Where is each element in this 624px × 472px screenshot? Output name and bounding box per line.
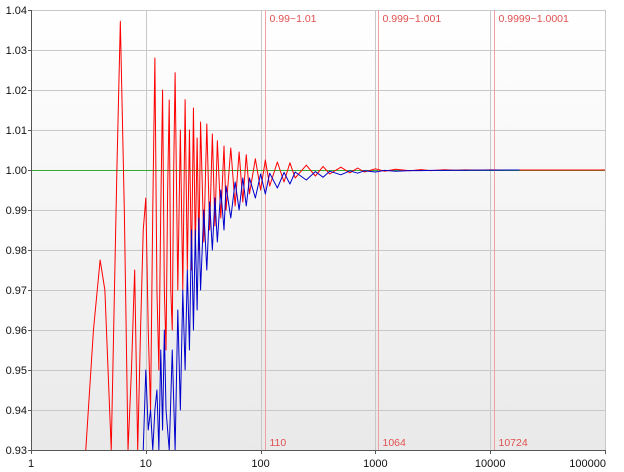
marker-bottom-label: 110 — [270, 437, 287, 449]
x-tick-label: 100000 — [569, 458, 606, 470]
y-tick-label: 1.04 — [6, 5, 27, 17]
x-tick-label: 100 — [251, 458, 269, 470]
y-tick-label: 0.95 — [6, 365, 27, 377]
marker-top-label: 0.99~1.01 — [270, 13, 317, 25]
plot-area — [31, 10, 605, 450]
marker-bottom-label: 1064 — [383, 437, 407, 449]
marker-top-label: 0.9999~1.0001 — [499, 13, 570, 25]
x-tick-label: 1000 — [363, 458, 387, 470]
axes — [28, 10, 606, 454]
series-lines — [85, 20, 605, 450]
series-line-blue — [142, 169, 520, 450]
marker-bottom-label: 10724 — [499, 437, 528, 449]
y-tick-label: 1.03 — [6, 45, 27, 57]
x-tick-label: 10 — [140, 458, 152, 470]
x-tick-label: 1 — [28, 458, 34, 470]
y-tick-label: 0.94 — [6, 405, 27, 417]
y-tick-label: 0.96 — [6, 325, 27, 337]
y-tick-label: 0.93 — [6, 445, 27, 457]
y-tick-label: 0.99 — [6, 205, 27, 217]
threshold-markers: 0.99~1.01 110 0.999~1.001 1064 0.9999~1.0001… — [265, 10, 570, 450]
y-tick-label: 1.01 — [6, 125, 27, 137]
y-tick-label: 1.02 — [6, 85, 27, 97]
marker-top-label: 0.999~1.001 — [383, 13, 442, 25]
series-line-red — [85, 20, 605, 450]
y-tick-label: 0.97 — [6, 285, 27, 297]
y-tick-label: 0.98 — [6, 245, 27, 257]
x-tick-label: 10000 — [475, 458, 506, 470]
y-tick-label: 1.00 — [6, 165, 27, 177]
tick-labels: 0.93 0.94 0.95 0.96 0.97 0.98 0.99 1.00 1.01 1.02… — [6, 5, 606, 470]
